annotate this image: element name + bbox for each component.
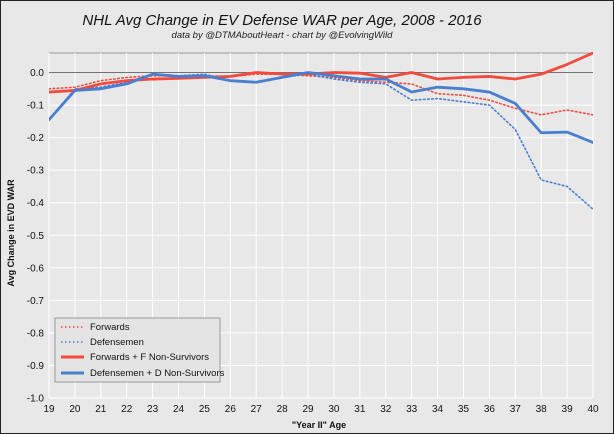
y-tick-label: -1.0 — [27, 394, 45, 405]
y-tick-label: -0.2 — [27, 133, 45, 144]
series-line-3 — [49, 71, 593, 144]
series-layer — [49, 52, 593, 211]
legend-label-forwards: Forwards — [90, 322, 130, 333]
x-tick-label: 36 — [484, 404, 496, 415]
legend-item-defensemen-non-survivors: Defensemen + D Non-Survivors — [61, 368, 225, 379]
y-tick-label: -0.7 — [27, 296, 45, 307]
x-tick-label: 34 — [432, 404, 444, 415]
y-tick-label: -0.5 — [27, 231, 45, 242]
y-tick-label: -0.3 — [27, 166, 45, 177]
y-tick-label: -0.1 — [27, 101, 45, 112]
y-tick-label: -0.6 — [27, 263, 45, 274]
chart-title: NHL Avg Change in EV Defense WAR per Age… — [82, 12, 482, 29]
x-tick-label: 21 — [95, 404, 107, 415]
series-line-0 — [49, 73, 593, 116]
legend-item-forwards: Forwards — [61, 322, 130, 333]
y-tick-labels: 0.0 -0.1 -0.2 -0.3 -0.4 -0.5 -0.6 -0.7 -0.8 -0.9 -… — [27, 68, 45, 404]
x-tick-label: 35 — [458, 404, 470, 415]
x-tick-label: 25 — [199, 404, 211, 415]
x-tick-label: 19 — [43, 404, 55, 415]
y-tick-label: 0.0 — [30, 68, 44, 79]
x-tick-label: 28 — [277, 404, 289, 415]
legend-item-defensemen: Defensemen — [61, 337, 144, 348]
legend-label-defensemen-non-survivors: Defensemen + D Non-Survivors — [90, 368, 225, 379]
x-tick-label: 38 — [536, 404, 548, 415]
y-tick-label: -0.8 — [27, 328, 45, 339]
y-axis-label: Avg Change in EVD WAR — [6, 179, 16, 287]
legend-item-forwards-non-survivors: Forwards + F Non-Survivors — [61, 352, 209, 363]
x-tick-label: 40 — [587, 404, 599, 415]
x-tick-labels: 19 20 21 22 23 24 25 26 27 28 29 30 31 32 33 34 35 36 37 38… — [43, 404, 599, 415]
x-tick-label: 30 — [328, 404, 340, 415]
x-tick-label: 27 — [251, 404, 263, 415]
x-tick-label: 24 — [173, 404, 185, 415]
chart-subtitle: data by @DTMAboutHeart - chart by @Evolv… — [172, 30, 394, 41]
gridlines — [48, 53, 594, 399]
x-tick-label: 37 — [510, 404, 522, 415]
x-tick-label: 29 — [302, 404, 314, 415]
x-tick-label: 23 — [147, 404, 159, 415]
legend-label-forwards-non-survivors: Forwards + F Non-Survivors — [90, 352, 209, 363]
x-tick-label: 22 — [121, 404, 133, 415]
y-tick-label: -0.9 — [27, 361, 45, 372]
x-tick-label: 39 — [562, 404, 574, 415]
legend-box — [54, 317, 221, 383]
x-tick-label: 20 — [69, 404, 81, 415]
legend-label-defensemen: Defensemen — [90, 337, 144, 348]
legend: Forwards Defensemen Forwards + F Non-Sur… — [54, 317, 225, 383]
y-tick-label: -0.4 — [27, 198, 45, 209]
x-axis-label: "Year II" Age — [292, 420, 346, 430]
x-tick-label: 31 — [354, 404, 366, 415]
x-tick-label: 26 — [225, 404, 237, 415]
x-tick-label: 33 — [406, 404, 418, 415]
x-tick-label: 32 — [380, 404, 392, 415]
